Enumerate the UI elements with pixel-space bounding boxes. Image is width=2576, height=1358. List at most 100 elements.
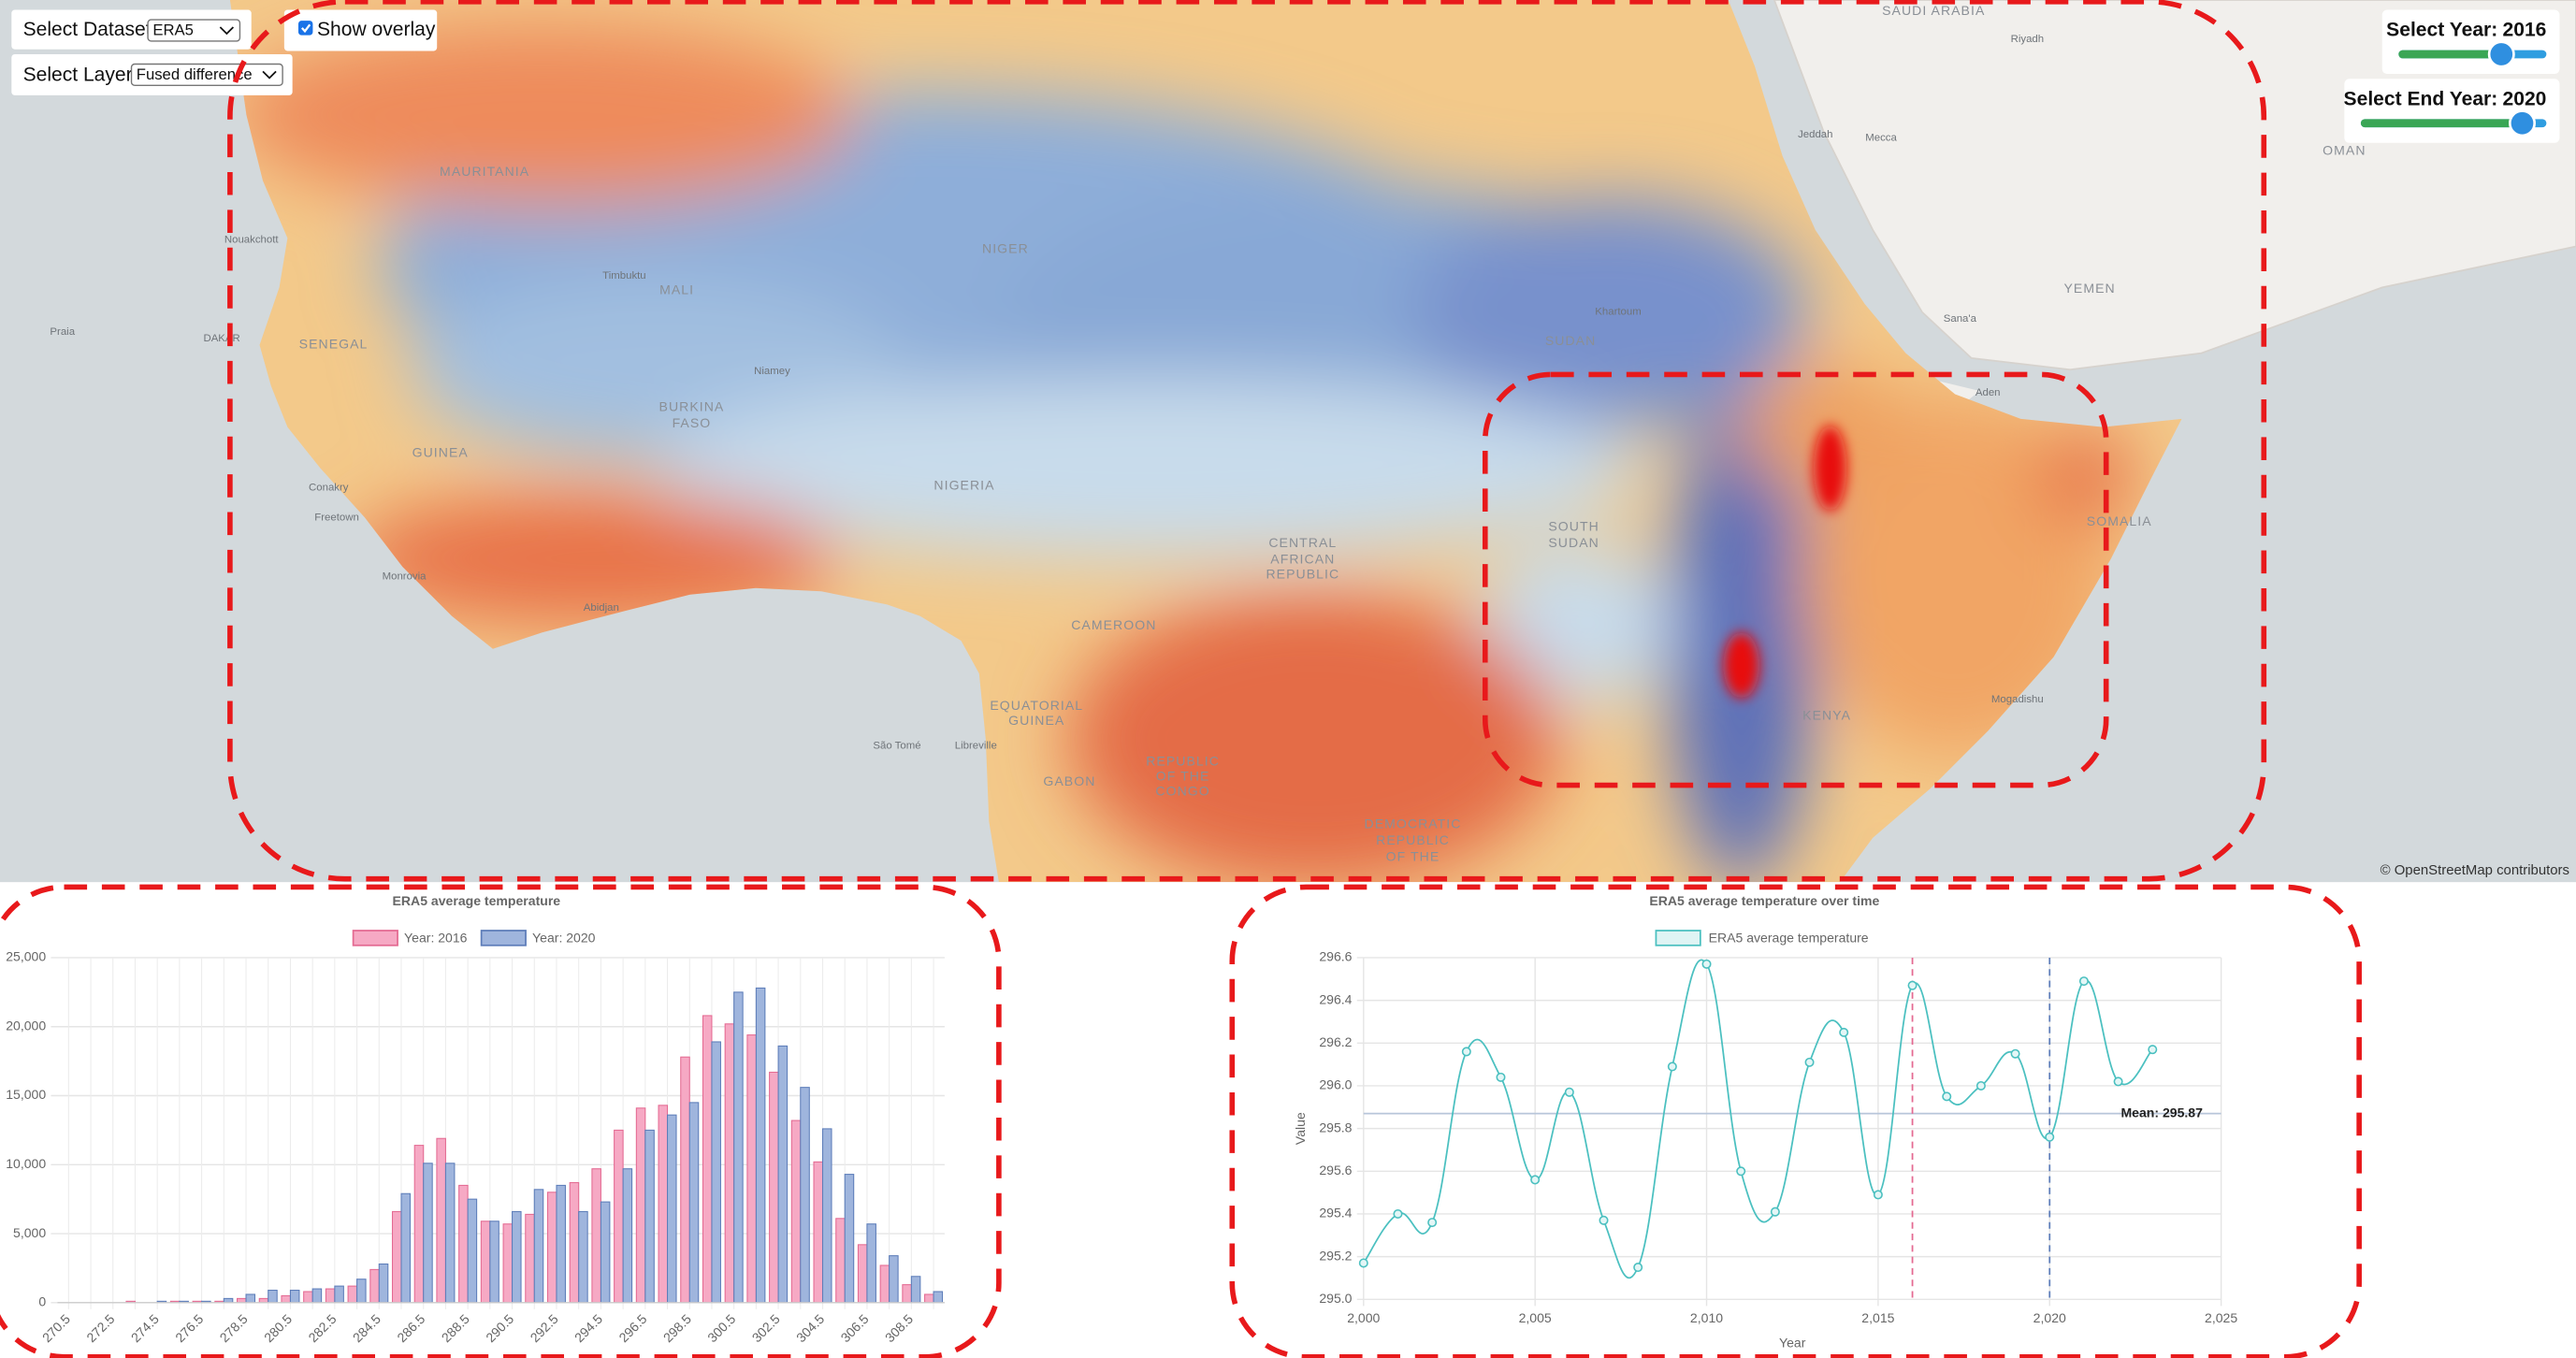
country-label: AFRICAN: [1270, 552, 1335, 567]
bar: [821, 1128, 832, 1304]
country-label: FASO: [673, 415, 712, 430]
x-tick-label: 2,015: [1861, 1310, 1894, 1325]
data-point: [1461, 1047, 1471, 1057]
map[interactable]: MAURITANIA MALI NIGER SUDAN YEMEN OMAN SAUDI A…: [0, 0, 2576, 887]
data-point: [1393, 1208, 1403, 1219]
slider-fill[interactable]: [2360, 119, 2523, 128]
bar: [444, 1163, 456, 1304]
x-axis-title: Year: [1779, 1335, 1806, 1350]
data-point: [1873, 1190, 1883, 1200]
legend-swatch[interactable]: [1655, 930, 1701, 946]
bar: [835, 1218, 846, 1304]
country-label: NIGER: [982, 241, 1029, 256]
x-tick-label: 276.5: [172, 1311, 206, 1345]
legend-label: Year: 2020: [532, 930, 596, 945]
data-point: [2113, 1076, 2123, 1087]
country-label: SUDAN: [1548, 535, 1599, 550]
city-label: Monrovia: [383, 571, 427, 583]
label-text: Select End Year:: [2344, 88, 2498, 109]
legend-swatch[interactable]: [352, 930, 398, 946]
country-label: GABON: [1043, 773, 1095, 788]
legend-label: Year: 2016: [404, 930, 468, 945]
layer-control: Select Layer Fused difference: [11, 53, 293, 95]
legend-label: ERA5 average temperature: [1709, 930, 1869, 945]
bar: [600, 1201, 611, 1304]
x-tick-label: 2,025: [2205, 1310, 2237, 1325]
country-label: GUINEA: [1008, 713, 1064, 728]
city-label: Niamey: [754, 366, 790, 377]
bar: [525, 1213, 535, 1304]
bar: [635, 1107, 646, 1304]
layer-select[interactable]: Fused difference: [130, 63, 283, 87]
country-label: NIGERIA: [933, 478, 994, 493]
legend-swatch[interactable]: [480, 930, 527, 946]
bar: [733, 991, 744, 1304]
bar: [569, 1181, 580, 1304]
x-tick-label: 282.5: [305, 1311, 339, 1345]
end-year-control: Select End Year: 2020: [2344, 79, 2560, 143]
city-label: Sana'a: [1944, 313, 1977, 325]
x-tick-label: 284.5: [350, 1311, 384, 1345]
data-point: [1975, 1080, 1986, 1091]
bar: [303, 1291, 313, 1304]
bar: [325, 1288, 336, 1304]
dataset-select[interactable]: ERA5: [147, 19, 241, 42]
data-point: [1907, 980, 1918, 990]
y-tick-label: 295.6: [1319, 1163, 1352, 1177]
select-box[interactable]: [147, 19, 241, 42]
y-tick-label: 10,000: [6, 1156, 46, 1171]
country-label: REPUBLIC: [1146, 754, 1220, 769]
x-tick-label: 302.5: [749, 1311, 783, 1345]
bar: [578, 1210, 588, 1304]
data-point: [1804, 1057, 1815, 1067]
heat-warm: [229, 24, 855, 206]
start-year-slider[interactable]: [2398, 40, 2547, 68]
bar: [480, 1221, 491, 1304]
chevron: [219, 26, 235, 36]
country-label: DEMOCRATIC: [1365, 816, 1462, 831]
bar: [347, 1285, 358, 1304]
city-label: Praia: [50, 326, 75, 338]
country-label: MALI: [659, 282, 694, 297]
bar: [512, 1210, 522, 1304]
country-label: YEMEN: [2063, 281, 2115, 296]
end-year-slider[interactable]: [2360, 109, 2547, 137]
select-box[interactable]: [130, 63, 283, 87]
bar: [924, 1293, 934, 1304]
city-label: São Tomé: [873, 740, 920, 751]
slider-knob[interactable]: [2487, 40, 2515, 68]
hotspot: [1723, 632, 1760, 699]
bar: [866, 1223, 876, 1304]
country-label: SOUTH: [1548, 519, 1599, 534]
data-point: [2045, 1132, 2055, 1142]
x-tick-label: 2,005: [1519, 1310, 1552, 1325]
bar: [311, 1288, 323, 1304]
y-tick-label: 0: [38, 1294, 46, 1309]
x-tick-label: 288.5: [439, 1311, 472, 1345]
histogram-chart: ERA5 average temperature Year: 2016 Year: …: [6, 893, 945, 1345]
x-tick-label: 308.5: [882, 1311, 916, 1345]
data-point: [1427, 1218, 1438, 1228]
x-tick-label: 306.5: [838, 1311, 872, 1345]
slider-fill[interactable]: [2398, 50, 2502, 59]
heat-warm: [2036, 426, 2136, 527]
country-label: CAMEROON: [1071, 617, 1156, 632]
city-label: Riyadh: [2011, 34, 2045, 45]
y-tick-label: 295.8: [1319, 1120, 1352, 1134]
line-series: [1363, 959, 2153, 1279]
highlight: [1229, 884, 2362, 1358]
bar: [591, 1168, 601, 1304]
country-label: KENYA: [1802, 708, 1851, 723]
city-label: Aden: [1975, 387, 2001, 398]
overlay-checkbox[interactable]: [297, 21, 313, 36]
y-tick-label: 296.4: [1319, 991, 1352, 1006]
slider-knob[interactable]: [2509, 109, 2536, 137]
select-value: Fused difference: [137, 65, 253, 83]
data-point: [1599, 1215, 1609, 1225]
bar: [724, 1023, 735, 1304]
x-tick-label: 2,010: [1690, 1310, 1723, 1325]
bar: [644, 1129, 655, 1304]
mean-label: Mean: 295.87: [2120, 1105, 2203, 1120]
city-label: Nouakchott: [224, 234, 280, 245]
